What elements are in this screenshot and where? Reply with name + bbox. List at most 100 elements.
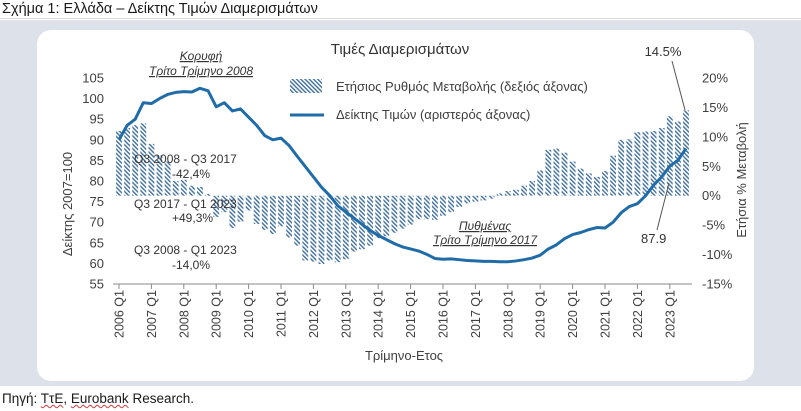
change-bar [569,161,576,196]
source-note: Πηγή: ΤτΕ, Eurobank Research. [2,391,194,406]
x-tick-label: 2015 Q1 [404,290,418,338]
change-bar [245,195,252,211]
right-tick-label: -15% [702,277,733,292]
x-tick-label: 2017 Q1 [469,290,483,338]
change-bar [521,185,527,196]
change-bars [116,110,689,264]
right-tick-label: -10% [702,247,733,262]
left-tick-label: 95 [90,112,104,127]
chart-title: Τιμές Διαμερισμάτων [331,41,470,58]
trough-annotation-subtitle: Τρίτο Τρίμηνο 2017 [433,233,538,247]
right-axis-label: Ετήσια % Μεταβολή [734,122,749,238]
label-87-9: 87.9 [641,231,666,246]
x-tick-label: 2009 Q1 [210,290,224,338]
change-bar [610,155,617,196]
legend-bars-label: Ετήσιος Ρυθμός Μεταβολής (δεξιός άξονας) [336,79,588,94]
change-bar [488,195,495,199]
change-bar [302,195,309,261]
x-tick-label: 2019 Q1 [534,290,548,338]
change-bar [593,176,600,196]
change-bar [634,132,641,196]
change-bar [188,185,195,196]
change-bar [213,195,220,217]
left-tick-label: 55 [90,277,104,292]
left-tick-label: 60 [90,256,104,271]
change-bar [407,195,414,225]
change-bar [334,195,341,263]
left-tick-label: 90 [90,132,104,147]
change-bar [375,195,382,239]
left-tick-label: 70 [90,215,104,230]
x-tick-label: 2012 Q1 [307,290,321,338]
right-axis-ticks: -15% -10% -5% 0% 5% 10% 15% 20% [702,71,733,292]
change-bar [253,195,260,224]
x-tick-label: 2011 Q1 [275,290,289,337]
change-bar [156,155,163,196]
change-bar [399,195,406,229]
left-tick-label: 100 [82,91,104,106]
change-bar [618,139,625,196]
callout-87-9-leader [656,182,670,231]
change-bar [464,195,471,204]
change-bar [602,170,608,196]
change-bar [472,195,479,202]
right-tick-label: 5% [702,159,721,174]
change-bar [683,110,689,196]
change-bar [318,195,325,264]
peak-annotation-title: Κορυφή [180,49,223,63]
change-bar [666,116,673,196]
change-bar [577,168,584,196]
change-bar [310,195,317,262]
change-bar [440,195,446,216]
legend: Ετήσιος Ρυθμός Μεταβολής (δεξιός άξονας)… [290,79,588,122]
change-bar [350,195,357,252]
right-tick-label: 15% [702,100,728,115]
change-bar [278,195,284,227]
change-bar [261,195,268,230]
change-bar [537,170,544,196]
x-tick-label: 2010 Q1 [242,290,256,338]
change-bar [642,131,649,196]
figure-caption: Σχήμα 1: Ελλάδα – Δείκτης Τιμών Διαμερισ… [0,0,801,19]
stat1-value: -42,4% [172,167,210,181]
change-bar [496,193,503,196]
change-bar [180,179,187,196]
x-tick-label: 2023 Q1 [663,290,677,338]
change-bar [423,195,430,220]
change-bar [431,195,438,220]
right-tick-label: 10% [702,129,728,144]
x-tick-label: 2006 Q1 [113,290,127,338]
x-tick-label: 2008 Q1 [177,290,191,338]
right-tick-label: 20% [702,71,728,86]
x-tick-label: 2020 Q1 [566,290,580,338]
x-tick-label: 2014 Q1 [372,290,386,338]
x-axis-label: Τρίμηνο-Ετος [365,348,443,363]
change-bar [391,195,398,233]
legend-line-label: Δείκτης Τιμών (αριστερός άξονας) [336,107,530,122]
x-axis-ticks: 2006 Q1 2007 Q1 2008 Q1 2009 Q1 2010 Q1 2011 … [113,284,677,338]
trough-annotation-title: Πυθμένας [459,219,511,233]
x-tick-label: 2021 Q1 [599,290,613,338]
left-tick-label: 65 [90,235,104,250]
x-tick-label: 2016 Q1 [437,290,451,338]
change-bar [197,186,203,196]
change-bar [626,139,633,196]
change-bar [585,173,592,196]
change-bar [221,195,228,213]
left-tick-label: 80 [90,174,104,189]
change-bar [172,181,179,196]
change-bar [504,191,511,196]
change-bar [448,195,455,213]
left-tick-label: 75 [90,194,104,209]
callout-14-5-leader [671,60,686,111]
change-bar [456,195,463,207]
left-axis-ticks: 55 60 65 70 75 80 85 90 95 100 105 [82,71,104,292]
change-bar [269,195,276,234]
left-tick-label: 105 [82,71,104,86]
source-sep: , [63,391,71,406]
change-bar [294,195,301,246]
source-tte: ΤτΕ [40,391,64,406]
x-tick-label: 2013 Q1 [339,290,353,338]
stat2-period: Q3 2017 - Q1 2023 [134,197,237,211]
right-tick-label: -5% [702,218,726,233]
